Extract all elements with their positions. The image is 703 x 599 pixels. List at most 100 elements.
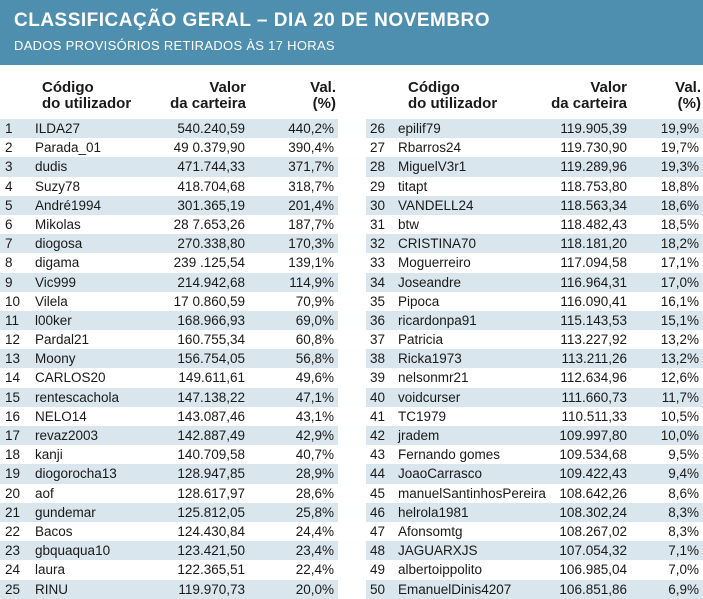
user-cell: JoaoCarrasco bbox=[398, 466, 483, 482]
pct-cell: 23,4% bbox=[295, 543, 334, 559]
pct-cell: 440,2% bbox=[288, 121, 334, 136]
table-row: 14 CARLOS20 149.611,61 49,6% bbox=[0, 368, 338, 387]
value-cell: 106.985,04 bbox=[559, 562, 627, 578]
user-cell: helrola1981 bbox=[398, 504, 469, 520]
value-cell: 160.755,34 bbox=[177, 332, 245, 348]
user-cell: Suzy78 bbox=[35, 178, 81, 194]
table-row: 42 jradem 109.997,80 10,0% bbox=[366, 426, 703, 446]
rank-cell: 13 bbox=[5, 351, 21, 367]
user-cell: Rbarros24 bbox=[398, 140, 462, 156]
table-row: 26 epilif79 119.905,39 19,9% bbox=[366, 119, 703, 139]
table-row: 34 Joseandre 116.964,31 17,0% bbox=[366, 272, 703, 292]
value-cell: 119.730,90 bbox=[560, 140, 627, 156]
user-cell: gundemar bbox=[35, 504, 96, 520]
rank-cell: 30 bbox=[370, 197, 386, 213]
pct-cell: 18,6% bbox=[660, 197, 699, 213]
rank-cell: 3 bbox=[5, 159, 13, 175]
rank-cell: 40 bbox=[370, 389, 386, 405]
user-cell: RINU bbox=[35, 581, 68, 597]
value-cell: 124.430,84 bbox=[177, 523, 245, 539]
column-header-value: Valor da carteira bbox=[551, 79, 627, 112]
user-cell: Pipoca bbox=[398, 293, 440, 309]
value-cell: 149.611,61 bbox=[178, 370, 245, 386]
user-cell: titapt bbox=[398, 178, 428, 194]
table-row: 30 VANDELL24 118.563,34 18,6% bbox=[366, 195, 703, 215]
rank-cell: 47 bbox=[370, 523, 386, 539]
user-cell: Vilela bbox=[35, 293, 68, 309]
value-cell: 140.709,58 bbox=[177, 447, 245, 463]
pct-cell: 6,9% bbox=[668, 581, 699, 597]
value-cell: 108.302,24 bbox=[559, 504, 627, 520]
rank-cell: 32 bbox=[370, 236, 386, 252]
rank-cell: 39 bbox=[370, 370, 386, 386]
value-cell: 128.947,85 bbox=[177, 466, 245, 482]
value-cell: 17 0.860,59 bbox=[173, 293, 245, 309]
rank-cell: 49 bbox=[370, 562, 386, 578]
pct-cell: 24,4% bbox=[295, 523, 334, 539]
pct-cell: 22,4% bbox=[295, 562, 334, 578]
pct-cell: 9,4% bbox=[668, 466, 699, 482]
rank-cell: 6 bbox=[5, 216, 13, 232]
column-header-user: Código do utilizador bbox=[408, 79, 498, 112]
rank-cell: 45 bbox=[370, 485, 386, 501]
table-row: 32 CRISTINA70 118.181,20 18,2% bbox=[366, 234, 703, 254]
user-cell: MiguelV3r1 bbox=[398, 159, 467, 175]
pct-cell: 42,9% bbox=[295, 428, 334, 443]
user-cell: revaz2003 bbox=[35, 428, 99, 443]
rank-cell: 17 bbox=[5, 428, 21, 443]
pct-cell: 17,1% bbox=[660, 255, 699, 271]
user-cell: André1994 bbox=[35, 197, 102, 213]
pct-cell: 19,3% bbox=[660, 159, 699, 175]
pct-cell: 8,3% bbox=[668, 523, 699, 539]
value-cell: 108.642,26 bbox=[559, 485, 627, 501]
table-row: 1 ILDA27 540.240,59 440,2% bbox=[0, 119, 338, 139]
value-cell: 118.181,20 bbox=[560, 236, 627, 252]
value-cell: 301.365,19 bbox=[177, 197, 245, 213]
user-cell: voidcurser bbox=[398, 389, 461, 405]
table-row: 11 l00ker 168.966,93 69,0% bbox=[0, 310, 338, 331]
value-cell: 106.851,86 bbox=[559, 581, 627, 597]
value-cell: 418.704,68 bbox=[177, 178, 245, 194]
pct-cell: 7,1% bbox=[668, 543, 699, 559]
table-row: 7 diogosa 270.338,80 170,3% bbox=[0, 234, 338, 254]
value-cell: 214.942,68 bbox=[177, 274, 245, 290]
pct-cell: 8,6% bbox=[668, 485, 699, 501]
rank-cell: 48 bbox=[370, 543, 386, 559]
value-cell: 113.211,26 bbox=[561, 351, 627, 367]
rank-cell: 14 bbox=[5, 370, 21, 386]
pct-cell: 8,3% bbox=[668, 504, 699, 520]
value-cell: 109.422,43 bbox=[559, 466, 627, 482]
pct-cell: 25,8% bbox=[295, 504, 334, 520]
table-row: 10 Vilela 17 0.860,59 70,9% bbox=[0, 292, 338, 311]
table-row: 18 kanji 140.709,58 40,7% bbox=[0, 445, 338, 464]
rank-cell: 10 bbox=[5, 293, 21, 309]
user-cell: epilif79 bbox=[398, 121, 441, 136]
table-row: 9 Vic999 214.942,68 114,9% bbox=[0, 272, 338, 292]
user-cell: ILDA27 bbox=[35, 121, 81, 136]
pct-cell: 114,9% bbox=[289, 274, 334, 290]
pct-cell: 170,3% bbox=[288, 236, 334, 252]
value-cell: 109.997,80 bbox=[559, 428, 627, 443]
value-cell: 119.905,39 bbox=[560, 121, 627, 136]
rank-cell: 4 bbox=[5, 178, 13, 194]
user-cell: Afonsomtg bbox=[398, 523, 463, 539]
table-row: 15 rentescachola 147.138,22 47,1% bbox=[0, 387, 338, 407]
pct-cell: 10,5% bbox=[660, 408, 699, 424]
pct-cell: 43,1% bbox=[295, 408, 334, 424]
page-subtitle: DADOS PROVISÓRIOS RETIRADOS ÀS 17 HORAS bbox=[14, 38, 335, 53]
table-row: 46 helrola1981 108.302,24 8,3% bbox=[366, 502, 703, 522]
user-cell: Patricia bbox=[398, 332, 444, 348]
rank-cell: 26 bbox=[370, 121, 386, 136]
table-row: 2 Parada_01 49 0.379,90 390,4% bbox=[0, 138, 338, 157]
value-cell: 116.090,41 bbox=[560, 293, 627, 309]
rank-cell: 11 bbox=[5, 312, 20, 328]
value-cell: 540.240,59 bbox=[177, 121, 245, 136]
table-row: 16 NELO14 143.087,46 43,1% bbox=[0, 407, 338, 426]
value-cell: 147.138,22 bbox=[177, 389, 245, 405]
value-cell: 109.534,68 bbox=[559, 447, 627, 463]
rank-cell: 16 bbox=[5, 408, 21, 424]
value-cell: 49 0.379,90 bbox=[173, 140, 245, 156]
rank-cell: 50 bbox=[370, 581, 386, 597]
user-cell: jradem bbox=[398, 428, 440, 443]
table-row: 24 laura 122.365,51 22,4% bbox=[0, 560, 338, 579]
